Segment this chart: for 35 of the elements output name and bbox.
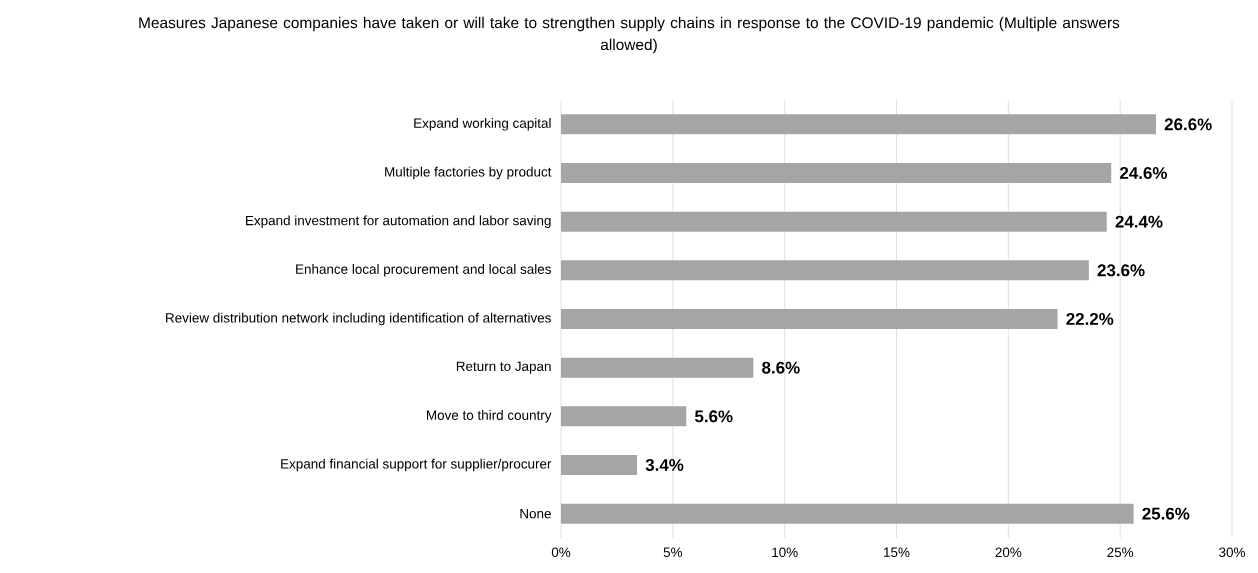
data-label: 22.2% <box>1066 313 1114 325</box>
data-label: 24.4% <box>1115 215 1163 228</box>
data-label: 24.6% <box>1120 167 1167 179</box>
y-tick-label: Expand financial support for supplier/procurer <box>281 458 552 472</box>
bar <box>561 406 687 427</box>
bar <box>561 260 1089 281</box>
y-tick-label: Expand investment for automation and labor saving <box>246 215 551 228</box>
data-label: 23.6% <box>1097 264 1145 277</box>
bar <box>561 503 1134 524</box>
x-tick-label: 30% <box>1219 547 1245 558</box>
bar <box>561 211 1107 232</box>
bar <box>561 454 638 475</box>
y-tick-label: Return to Japan <box>456 361 551 374</box>
x-tick-label: 20% <box>995 547 1022 558</box>
bar <box>561 163 1112 183</box>
y-tick-label: Multiple factories by product <box>385 166 552 180</box>
x-tick-label: 0% <box>551 547 571 558</box>
data-label: 26.6% <box>1164 118 1212 131</box>
data-label: 25.6% <box>1142 507 1190 520</box>
y-tick-label: Move to third country <box>427 410 552 423</box>
y-tick-label: Review distribution network including identification of alternatives <box>166 312 551 326</box>
x-tick-label: 5% <box>663 547 683 557</box>
y-tick-label: None <box>520 508 551 519</box>
y-tick-label: Enhance local procurement and local sales <box>296 264 551 277</box>
x-tick-label: 10% <box>772 547 798 558</box>
chart-title: Measures Japanese companies have taken or will take to strengthen supply chains in response to the COVID-19 pandemic (Multiple answers allowed) <box>139 16 1120 54</box>
bar <box>561 357 754 378</box>
bar <box>561 114 1156 135</box>
data-label: 3.4% <box>645 458 684 471</box>
bar <box>561 309 1058 329</box>
y-tick-label: Expand working capital <box>414 118 551 131</box>
data-label: 8.6% <box>762 361 800 374</box>
data-label: 5.6% <box>694 410 733 423</box>
x-tick-label: 15% <box>884 547 910 557</box>
x-tick-label: 25% <box>1107 547 1134 558</box>
